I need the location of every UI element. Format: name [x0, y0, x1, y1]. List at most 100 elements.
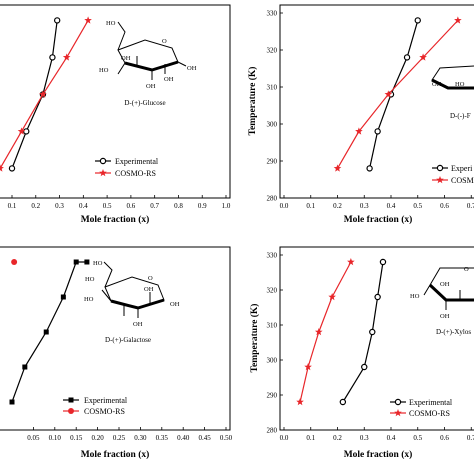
- substituent-bonds: [423, 284, 461, 310]
- x-tick-label: 0.45: [198, 434, 211, 442]
- plot-frame: [279, 4, 474, 199]
- atom-HO-3: HO: [84, 296, 94, 303]
- x-tick-label: 0.7: [150, 202, 159, 210]
- x-tick-label: 0.4: [387, 202, 396, 210]
- plot-frame: [0, 4, 231, 199]
- y-tick-label: 310: [267, 84, 278, 92]
- series-layer: [333, 16, 462, 172]
- data-point: [347, 258, 355, 266]
- legend-marker-experimental: [68, 397, 74, 403]
- series-layer: [0, 16, 92, 172]
- ring-bold-edge: [124, 60, 179, 72]
- legend-label-cosmo: COSMO-RS: [409, 409, 450, 418]
- series-line-experimental: [11, 20, 58, 169]
- series-line-cosmo: [299, 261, 352, 403]
- glucose-structure: [117, 21, 187, 80]
- legend-marker-cosmo: [99, 169, 107, 177]
- y-tick-label: 320: [267, 47, 278, 55]
- data-point: [60, 294, 66, 300]
- x-tick-label: 0.5: [413, 434, 422, 442]
- x-tick-label: 0.1: [8, 202, 17, 210]
- legend: Experimental COSMO-RS: [95, 157, 159, 178]
- x-axis-label: Mole fraction (x): [344, 214, 413, 225]
- x-tick-label: 0.35: [156, 434, 169, 442]
- x-tick-label: 0.5: [413, 202, 422, 210]
- legend-label-cosmo: COSMO-RS: [115, 169, 156, 178]
- data-point: [9, 399, 15, 405]
- plot-frame: [0, 246, 231, 431]
- x-tick-label: 0.6: [440, 202, 449, 210]
- legend-label-cosmo: COSMO-RS: [84, 407, 125, 416]
- atom-HO-2: HO: [85, 276, 95, 283]
- x-tick-label: 0.10: [49, 434, 62, 442]
- x-axis-label: Mole fraction (x): [81, 214, 150, 225]
- y-tick-label: 290: [267, 158, 278, 166]
- atom-O-ring: O: [148, 275, 153, 282]
- y-tick-label: 310: [267, 322, 278, 330]
- x-tick-label: 0.40: [177, 434, 190, 442]
- panel-galactose: 0.05 0.10 0.15 0.20 0.25 0.30 0.35 0.40 0.45 0.50…: [0, 246, 233, 460]
- series-line-experimental: [11, 261, 87, 403]
- data-point: [333, 164, 342, 172]
- panel-glucose: 0.1 0.2 0.3 0.4 0.5 0.6 0.7 0.8 0.9 1.0 Mole frac…: [0, 4, 231, 225]
- molecule-caption: D-(+)-Xylos: [436, 328, 471, 336]
- atom-OH-1: OH: [440, 281, 450, 288]
- panel-fructose: 0.0 0.1 0.2 0.3 0.4 0.5 0.6 0.7 280 290 300 310 320 3…: [247, 4, 474, 225]
- y-tick-label: 330: [267, 10, 278, 18]
- legend-marker-cosmo: [394, 409, 402, 417]
- y-tick-label: 330: [267, 252, 278, 260]
- data-point: [361, 363, 368, 371]
- x-tick-label: 0.3: [360, 434, 369, 442]
- data-point: [23, 128, 30, 135]
- atom-OH-2: OH: [170, 301, 180, 308]
- data-point: [22, 364, 28, 370]
- x-tick-label: 0.4: [387, 434, 396, 442]
- data-point: [73, 259, 79, 265]
- atom-OH-1: OH: [187, 65, 197, 72]
- substituent-bonds: [117, 21, 187, 80]
- x-tick-label: 0.3: [55, 202, 64, 210]
- legend-marker-cosmo: [68, 408, 74, 414]
- data-point: [314, 328, 323, 336]
- data-point: [62, 53, 71, 61]
- x-tick-label: 0.7: [467, 202, 474, 210]
- ring-bold-edge: [428, 283, 474, 302]
- axis-ticks: 0.0 0.1 0.2 0.3 0.4 0.5 0.6 0.7 280 290 300 310 320 3…: [267, 252, 474, 443]
- y-tick-label: 300: [267, 357, 278, 365]
- atom-O-ring: O: [464, 266, 469, 273]
- galactose-structure: [101, 261, 165, 318]
- x-tick-label: 0.9: [198, 202, 207, 210]
- x-tick-label: 0.0: [280, 434, 289, 442]
- legend-label-experimental: Experimental: [84, 396, 128, 405]
- y-axis-label: Temperature (K): [247, 67, 258, 136]
- x-tick-label: 0.7: [467, 434, 474, 442]
- x-tick-label: 0.30: [134, 434, 147, 442]
- data-point: [414, 17, 421, 24]
- data-point: [17, 127, 26, 135]
- molecule-fragment: [431, 65, 474, 90]
- legend-label-experimental: Experi: [451, 164, 473, 173]
- x-tick-label: 0.1: [306, 434, 315, 442]
- legend: Experimental COSMO-RS: [63, 396, 128, 416]
- molecule-caption: D-(-)-F: [450, 112, 471, 120]
- data-point: [304, 363, 312, 371]
- x-tick-label: 0.5: [103, 202, 112, 210]
- data-point: [355, 127, 363, 135]
- atom-OH-3: OH: [133, 321, 143, 328]
- data-point: [296, 398, 304, 406]
- y-tick-label: 290: [267, 392, 278, 400]
- atom-OH-1: OH: [144, 286, 154, 293]
- data-point: [454, 16, 462, 24]
- x-tick-label: 0.6: [127, 202, 136, 210]
- x-axis-label: Mole fraction (x): [344, 449, 413, 460]
- y-tick-label: 280: [267, 195, 278, 203]
- data-point: [369, 328, 376, 336]
- legend-marker-cosmo: [436, 176, 444, 184]
- x-tick-label: 0.4: [79, 202, 88, 210]
- atom-O-ring: O: [162, 38, 167, 45]
- data-point: [339, 398, 347, 406]
- x-tick-label: 0.8: [174, 202, 183, 210]
- data-point: [419, 53, 427, 61]
- axis-ticks: 0.0 0.1 0.2 0.3 0.4 0.5 0.6 0.7 280 290 300 310 320 3…: [267, 10, 474, 211]
